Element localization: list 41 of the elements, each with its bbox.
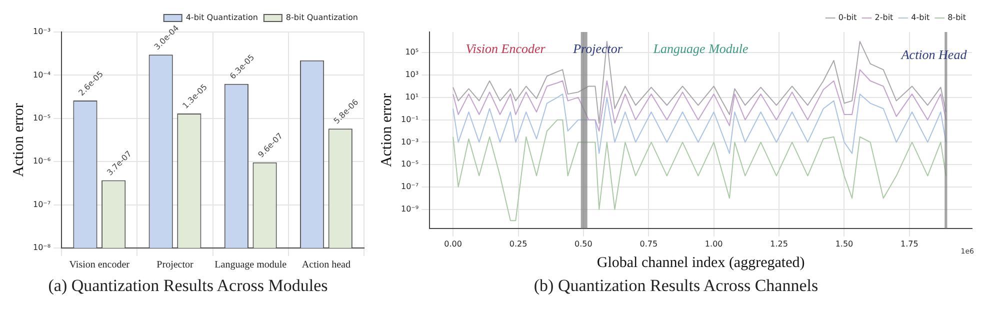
text: (b) Quantization Results Across Channels — [534, 276, 818, 296]
legend-label: 8-bit Quantization — [286, 13, 358, 22]
x-tick-label: 0.50 — [574, 239, 592, 248]
x-tick-label: 0.75 — [640, 239, 658, 248]
x-tick-label: 0.00 — [444, 239, 462, 248]
x-tick-label: 1.25 — [770, 239, 788, 248]
y-tick-label: 10⁻³ — [401, 137, 419, 146]
x-tick-label: 1.50 — [835, 239, 854, 248]
y-tick-label: 10¹ — [405, 92, 419, 102]
x-tick-label: Action head — [302, 260, 350, 271]
y-tick-label: 10⁻⁹ — [401, 204, 419, 214]
y-tick-label: 10⁻³ — [33, 27, 51, 36]
y-axis-title: Action error — [378, 93, 395, 168]
y-tick-label: 10³ — [405, 70, 419, 80]
y-tick-label: 10⁻⁶ — [33, 156, 51, 166]
y-tick-label: 10⁻⁵ — [33, 113, 51, 122]
legend-label: 2-bit — [874, 13, 894, 22]
legend-label: 8-bit — [948, 13, 966, 22]
y-tick-label: 10⁵ — [405, 48, 419, 57]
y-tick-label: 10⁻⁵ — [401, 160, 419, 169]
annotation: Projector — [572, 41, 624, 56]
x-tick-label: 1.00 — [704, 239, 723, 248]
x-tick-label: Vision encoder — [69, 260, 130, 271]
x-tick-label: 0.25 — [509, 239, 528, 248]
legend-label: 4-bit — [911, 13, 930, 22]
y-tick-label: 10⁻¹ — [401, 114, 419, 124]
y-tick-label: 10⁻⁴ — [33, 70, 51, 80]
y-tick-label: 10⁻⁷ — [33, 200, 51, 209]
y-tick-label: 10⁻⁷ — [401, 182, 419, 192]
legend-label: 0-bit — [838, 13, 857, 22]
x-tick-label: 1.75 — [900, 239, 918, 248]
x-tick-label: Projector — [156, 260, 194, 271]
y-tick-label: 10⁻⁸ — [33, 243, 51, 252]
x-axis-title: Global channel index (aggregated) — [596, 254, 805, 271]
x-tick-label: Language module — [214, 260, 288, 271]
annotation: Action Head — [900, 46, 968, 62]
text: (a) Quantization Results Across Modules — [48, 276, 328, 296]
annotation: Vision Encoder — [466, 41, 546, 56]
annotation: Language Module — [652, 41, 749, 56]
legend-label: 4-bit Quantization — [186, 13, 258, 22]
y-axis-title: Action error — [10, 103, 27, 177]
